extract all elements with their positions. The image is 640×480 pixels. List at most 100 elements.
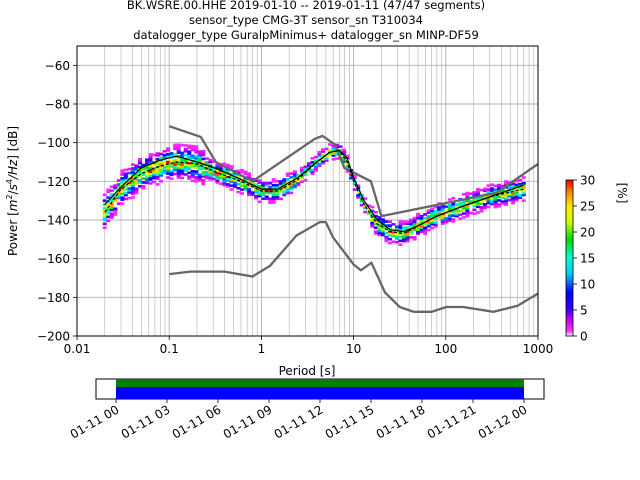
heatmap-cell	[490, 187, 495, 190]
heatmap-cell	[257, 179, 262, 182]
heatmap-cell	[331, 146, 336, 149]
heatmap-cell	[134, 174, 139, 177]
heatmap-cell	[204, 168, 209, 172]
heatmap-cell	[472, 202, 477, 206]
heatmap-cell	[250, 181, 255, 185]
heatmap-cell	[507, 192, 512, 196]
heatmap-cell	[433, 217, 438, 220]
heatmap-cell	[402, 226, 407, 229]
heatmap-cell	[109, 202, 114, 206]
heatmap-cell	[391, 230, 396, 234]
heatmap-cell	[183, 148, 188, 151]
heatmap-cell	[187, 163, 192, 167]
heatmap-cell	[447, 217, 452, 221]
x-tick-label: 100	[434, 342, 457, 356]
heatmap-cell	[419, 224, 424, 228]
heatmap-cell	[180, 168, 185, 172]
heatmap-cell	[377, 231, 382, 235]
heatmap-cell	[454, 203, 459, 206]
heatmap-cell	[482, 204, 487, 208]
heatmap-cell	[387, 241, 392, 245]
heatmap-cell	[321, 154, 326, 157]
heatmap-cell	[127, 183, 132, 186]
heatmap-cell	[377, 225, 382, 229]
heatmap-cell	[342, 148, 347, 152]
heatmap-cell	[497, 199, 502, 202]
heatmap-cell	[419, 218, 424, 222]
heatmap-cell	[162, 167, 167, 170]
heatmap-cell	[521, 193, 526, 197]
heatmap-cell	[176, 151, 181, 154]
heatmap-cell	[342, 158, 347, 161]
heatmap-cell	[201, 178, 206, 182]
heatmap-cell	[451, 204, 456, 208]
heatmap-cell	[373, 232, 378, 235]
heatmap-cell	[275, 197, 280, 201]
heatmap-cell	[162, 171, 167, 174]
heatmap-cell	[194, 170, 199, 173]
heatmap-cell	[419, 226, 424, 230]
heatmap-cell	[240, 188, 245, 191]
heatmap-cell	[145, 162, 150, 165]
heatmap-cell	[465, 195, 470, 199]
heatmap-cell	[430, 213, 435, 216]
heatmap-cell	[356, 184, 361, 188]
heatmap-cell	[313, 159, 318, 163]
heatmap-cell	[152, 174, 157, 178]
heatmap-cell	[134, 179, 139, 183]
heatmap-cell	[113, 186, 118, 189]
heatmap-cell	[130, 171, 135, 174]
heatmap-cell	[229, 166, 234, 170]
heatmap-cell	[261, 183, 266, 187]
heatmap-cell	[433, 209, 438, 213]
heatmap-cell	[190, 164, 195, 167]
heatmap-cell	[306, 166, 311, 169]
heatmap-cell	[303, 173, 308, 176]
heatmap-cell	[180, 153, 185, 157]
heatmap-cell	[398, 227, 403, 231]
heatmap-cell	[511, 199, 516, 203]
heatmap-cell	[430, 219, 435, 222]
heatmap-cell	[176, 168, 181, 172]
heatmap-cell	[433, 213, 438, 217]
heatmap-cell	[261, 189, 266, 193]
heatmap-cell	[109, 193, 114, 196]
heatmap-cell	[201, 182, 206, 186]
heatmap-cell	[187, 156, 192, 159]
heatmap-cell	[423, 230, 428, 234]
heatmap-cell	[475, 201, 480, 205]
heatmap-cell	[254, 179, 259, 183]
heatmap-cell	[137, 159, 142, 163]
heatmap-cell	[225, 169, 230, 173]
heatmap-cell	[426, 220, 431, 224]
heatmap-cell	[204, 164, 209, 168]
heatmap-cell	[352, 174, 357, 178]
x-tick-label: 0.01	[64, 342, 91, 356]
heatmap-cell	[120, 196, 125, 199]
heatmap-cell	[437, 210, 442, 213]
heatmap-cell	[113, 193, 118, 197]
heatmap-cell	[162, 169, 167, 172]
heatmap-cell	[282, 182, 287, 185]
heatmap-cell	[264, 183, 269, 187]
heatmap-cell	[384, 220, 389, 223]
heatmap-cell	[328, 149, 333, 152]
heatmap-cell	[285, 189, 290, 193]
heatmap-cell	[247, 174, 252, 177]
heatmap-cell	[321, 161, 326, 165]
heatmap-cell	[123, 187, 128, 191]
heatmap-cell	[166, 149, 171, 152]
heatmap-cell	[204, 174, 209, 178]
heatmap-cell	[166, 154, 171, 158]
heatmap-cell	[321, 157, 326, 161]
heatmap-cell	[384, 231, 389, 235]
heatmap-cell	[180, 143, 185, 147]
heatmap-cell	[289, 176, 294, 179]
heatmap-cell	[176, 176, 181, 179]
heatmap-cell	[521, 189, 526, 193]
y-tick-label: −140	[37, 214, 70, 228]
heatmap-cell	[208, 158, 213, 162]
heatmap-cell	[377, 223, 382, 227]
heatmap-cell	[317, 150, 322, 154]
heatmap-cell	[465, 191, 470, 195]
